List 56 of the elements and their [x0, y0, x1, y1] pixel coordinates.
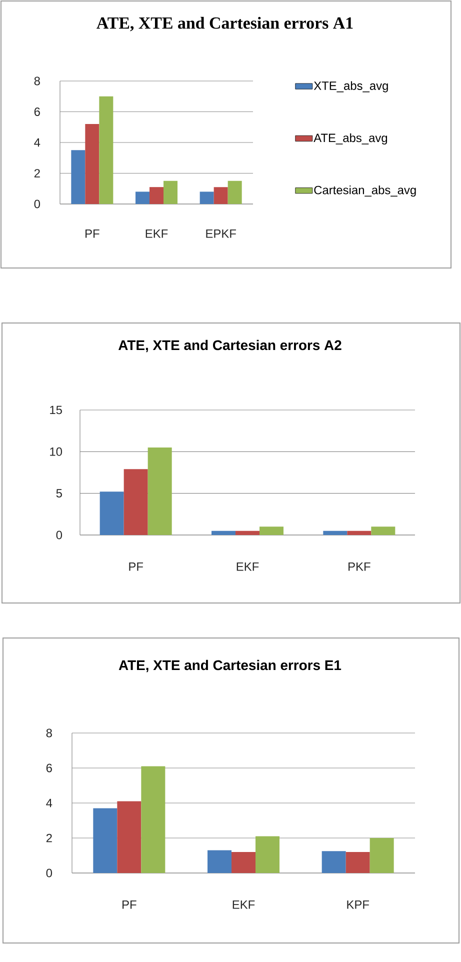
y-tick-label: 15 [50, 406, 62, 414]
x-tick-label: PF [122, 900, 136, 909]
y-tick-label: 4 [34, 138, 40, 147]
bar [370, 838, 394, 873]
bar [371, 526, 396, 535]
legend-label: XTE_abs_avg [314, 81, 388, 92]
x-tick-label: PF [129, 562, 143, 571]
chart-title: ATE, XTE and Cartesian errors E1 [118, 660, 342, 672]
x-tick-label: EKF [236, 562, 259, 571]
bar [85, 124, 100, 204]
y-tick-label: 2 [46, 834, 52, 842]
bar [141, 766, 166, 873]
bar [100, 492, 124, 535]
bar [148, 447, 172, 535]
bar [200, 192, 214, 204]
y-tick-label: 6 [34, 108, 40, 116]
x-tick-label: PKF [348, 562, 370, 571]
bar [214, 187, 228, 204]
y-tick-label: 0 [34, 200, 40, 208]
y-tick-label: 0 [56, 530, 62, 540]
chart-title: ATE, XTE and Cartesian errors A1 [96, 16, 353, 32]
legend-label: Cartesian_abs_avg [314, 186, 416, 197]
bar [136, 192, 150, 204]
chart-title: ATE, XTE and Cartesian errors A2 [118, 340, 342, 352]
bar [93, 808, 118, 873]
y-tick-label: 0 [46, 868, 52, 878]
bar [164, 180, 178, 204]
y-tick-label: 5 [56, 489, 62, 498]
x-tick-label: PF [86, 230, 100, 238]
x-tick-label: EKF [232, 900, 255, 909]
bar [99, 96, 114, 204]
bar [208, 850, 232, 873]
legend-label: ATE_abs_avg [314, 133, 388, 144]
y-tick-label: 8 [34, 76, 40, 86]
bar [228, 180, 242, 204]
x-tick-label: EKF [146, 230, 168, 238]
bar [232, 852, 256, 873]
bar [212, 530, 236, 535]
x-tick-label: EPKF [206, 230, 236, 238]
bar [347, 530, 372, 535]
bar [323, 530, 348, 535]
bar [124, 469, 148, 535]
bar [346, 852, 370, 873]
y-tick-label: 10 [50, 447, 62, 456]
bar [236, 530, 260, 535]
y-tick-label: 8 [46, 728, 52, 738]
y-tick-label: 4 [46, 798, 52, 808]
bar [256, 836, 280, 873]
y-tick-label: 6 [46, 764, 52, 772]
bar [150, 187, 164, 204]
bar [117, 801, 142, 873]
y-tick-label: 2 [34, 169, 40, 178]
bar [322, 851, 346, 873]
bar [71, 150, 86, 204]
x-tick-label: KPF [347, 900, 369, 909]
bar [260, 526, 284, 535]
